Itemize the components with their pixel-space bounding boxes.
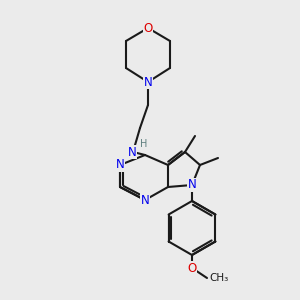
Text: N: N: [128, 146, 136, 158]
Text: N: N: [116, 158, 124, 172]
Text: N: N: [144, 76, 152, 88]
Text: CH₃: CH₃: [209, 273, 228, 283]
Text: N: N: [188, 178, 196, 191]
Text: O: O: [188, 262, 196, 275]
Text: O: O: [143, 22, 153, 34]
Text: H: H: [140, 139, 147, 149]
Text: N: N: [141, 194, 149, 206]
